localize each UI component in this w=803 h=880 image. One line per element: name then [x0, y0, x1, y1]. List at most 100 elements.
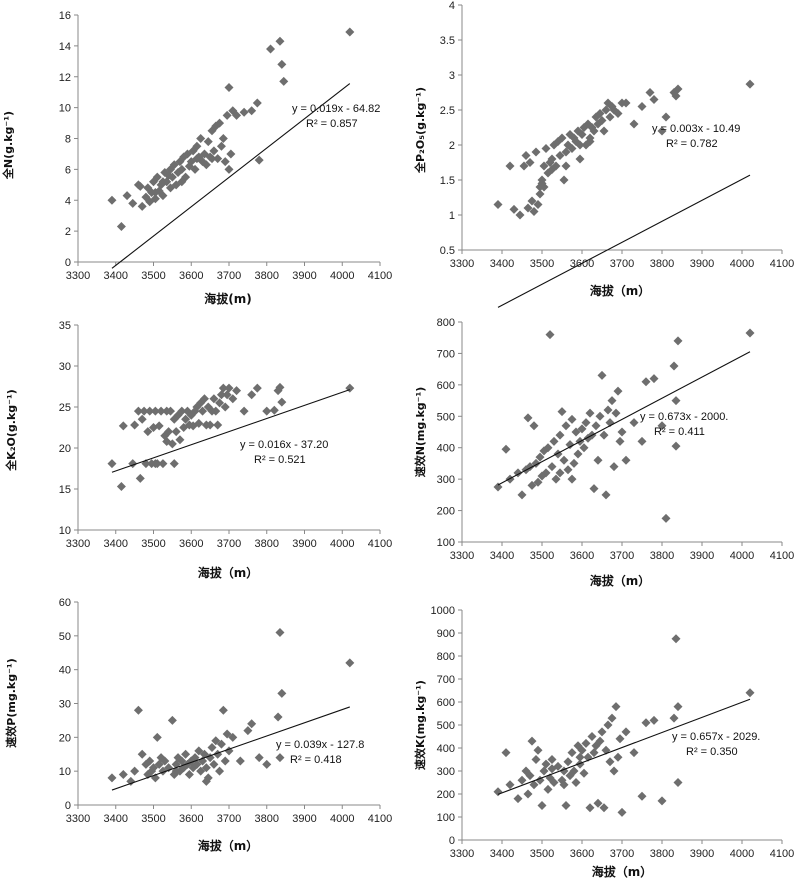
x-tick-label: 3400: [104, 538, 128, 550]
data-point: [533, 477, 543, 487]
x-tick-label: 3400: [490, 550, 514, 562]
data-point: [523, 789, 533, 799]
chart-2: 3300 3400 3500 3600 3700 3800 3900 4000 41000.51…: [413, 0, 794, 308]
x-tick-label: 3900: [292, 813, 316, 825]
x-tick-label: 3300: [450, 848, 474, 860]
data-point: [637, 102, 647, 111]
trend-equation: y = 0.657x - 2029.: [672, 731, 760, 743]
data-point: [199, 394, 209, 404]
data-point: [745, 328, 755, 338]
trendline: [111, 706, 350, 791]
y-tick-label: 0.5: [440, 245, 455, 257]
data-point: [523, 203, 533, 213]
data-point: [107, 195, 117, 205]
data-point: [603, 405, 613, 415]
x-tick-label: 4100: [368, 538, 392, 550]
data-point: [165, 183, 175, 193]
data-point: [190, 164, 200, 174]
y-axis-label: 全P₂O₅(g.kg⁻¹): [413, 87, 427, 174]
data-point: [239, 107, 249, 117]
r-squared: R² = 0.350: [686, 746, 738, 758]
y-tick-label: 0: [449, 835, 455, 847]
data-point: [262, 759, 272, 769]
data-point: [673, 336, 683, 346]
y-tick-label: 800: [437, 317, 455, 329]
x-tick-label: 3400: [490, 258, 514, 270]
r-squared: R² = 0.411: [654, 426, 705, 438]
data-point: [158, 191, 168, 201]
chart-1: 3300 3400 3500 3600 3700 3800 3900 4000 4100 0 2 4 6…: [1, 10, 392, 306]
y-tick-label: 800: [437, 651, 455, 663]
data-point: [541, 144, 551, 153]
data-point: [599, 803, 609, 813]
data-point: [649, 95, 659, 104]
chart-5: 3300 3400 3500 3600 3700 3800 3900 4000 4100 0 10 2…: [4, 597, 392, 853]
data-point: [215, 118, 225, 128]
x-tick-label: 4100: [770, 848, 794, 860]
x-tick-label: 4100: [368, 270, 392, 282]
data-point: [218, 383, 228, 393]
data-point: [213, 420, 223, 430]
data-point: [529, 421, 539, 431]
y-tick-label: 16: [59, 10, 71, 22]
x-tick-label: 4000: [730, 258, 754, 270]
data-point: [135, 181, 145, 191]
data-point: [150, 406, 160, 416]
data-point: [224, 83, 234, 93]
y-tick-label: 900: [437, 628, 455, 640]
x-tick-label: 3900: [690, 550, 714, 562]
data-point: [224, 164, 234, 174]
data-point: [649, 374, 659, 384]
data-point: [243, 726, 253, 736]
data-point: [213, 154, 223, 164]
x-tick-label: 3500: [141, 538, 165, 550]
data-point: [215, 766, 225, 776]
x-tick-label: 3900: [292, 538, 316, 550]
y-axis-label: 全N(g.kg⁻¹): [1, 111, 15, 180]
x-axis-label: 海拔（m）: [590, 283, 651, 298]
data-point: [279, 76, 289, 86]
data-point: [116, 221, 126, 231]
data-point: [196, 134, 206, 143]
x-tick-label: 3300: [66, 813, 90, 825]
y-tick-label: 600: [437, 697, 455, 709]
data-point: [135, 473, 145, 483]
data-point: [629, 748, 639, 758]
data-point: [589, 484, 599, 494]
x-tick-label: 3900: [690, 848, 714, 860]
data-point: [235, 756, 245, 766]
data-point: [559, 175, 569, 185]
data-point: [621, 455, 631, 465]
data-point: [597, 370, 607, 380]
data-point: [254, 155, 264, 165]
data-point: [184, 770, 194, 780]
x-tick-label: 3300: [450, 550, 474, 562]
data-point: [641, 718, 651, 728]
x-tick-label: 3500: [530, 550, 554, 562]
x-tick-label: 4000: [330, 270, 354, 282]
data-point: [567, 144, 577, 153]
x-axis-label: 海拔（m）: [198, 565, 259, 580]
data-point: [611, 408, 621, 418]
data-point: [595, 736, 605, 746]
data-point: [501, 748, 511, 758]
data-point: [181, 414, 191, 424]
data-point: [232, 110, 242, 120]
data-point: [571, 778, 581, 787]
x-tick-label: 3800: [255, 538, 279, 550]
data-point: [158, 177, 168, 187]
data-point: [547, 462, 557, 472]
data-point: [615, 734, 625, 744]
y-tick-label: 40: [59, 665, 71, 677]
data-point: [597, 116, 607, 125]
trend-equation: y = 0.003x - 10.49: [652, 123, 740, 135]
data-point: [525, 158, 535, 167]
x-tick-label: 3800: [650, 848, 674, 860]
data-point: [345, 27, 355, 37]
data-point: [201, 776, 211, 786]
data-point: [275, 753, 285, 763]
x-tick-label: 3800: [650, 258, 674, 270]
y-tick-label: 50: [59, 631, 71, 643]
data-point: [201, 763, 211, 773]
x-tick-label: 3700: [217, 270, 241, 282]
